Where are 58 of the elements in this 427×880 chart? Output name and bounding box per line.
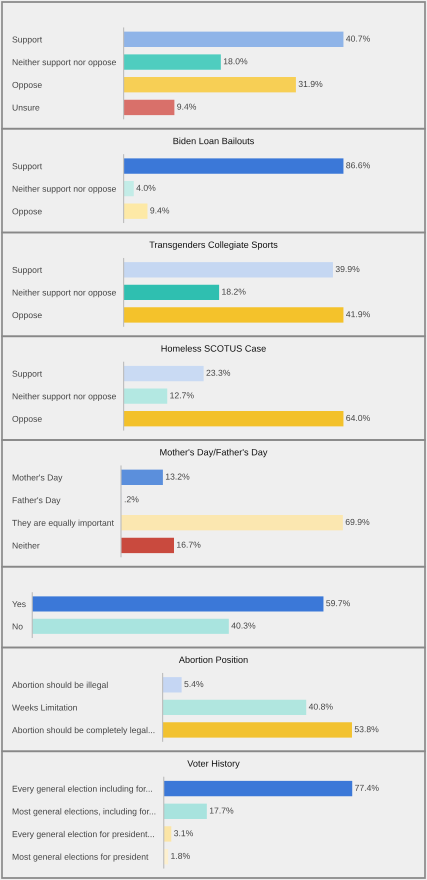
data-label: 5.4%: [184, 681, 204, 688]
data-label: 13.2%: [166, 474, 190, 480]
y-tick-label: Neither support nor oppose: [12, 186, 116, 194]
y-tick-label: Neither support nor oppose: [12, 289, 116, 298]
y-tick-label: Most general elections for president: [12, 854, 148, 862]
y-tick-label: Father's Day: [12, 496, 61, 505]
y-tick-label: Unsure: [12, 104, 40, 111]
y-tick-label: Support: [12, 266, 42, 275]
y-tick-label: Most general elections, including for...: [12, 808, 156, 816]
data-label: 69.9%: [346, 518, 370, 526]
y-tick-label: Oppose: [12, 416, 42, 424]
data-label: 86.6%: [346, 162, 370, 168]
data-label: 40.7%: [346, 36, 370, 42]
data-label: 59.7%: [326, 600, 350, 606]
y-tick-label: Support: [12, 163, 42, 171]
y-tick-label: Oppose: [12, 312, 42, 320]
data-label: 23.3%: [206, 370, 230, 376]
chart-title: Mother's Day/Father's Day: [160, 448, 268, 458]
chart-title: Homeless SCOTUS Case: [162, 344, 266, 352]
data-label: 9.4%: [150, 207, 170, 214]
data-label: 40.3%: [231, 622, 256, 629]
y-tick-label: Every general election for president...: [12, 830, 154, 839]
y-tick-label: They are equally important: [12, 520, 114, 528]
chart-title: Abortion Position: [178, 656, 248, 663]
y-tick-label: Support: [12, 36, 42, 44]
y-tick-label: Abortion should be completely legal...: [12, 726, 154, 735]
data-label: 64.0%: [346, 414, 370, 422]
y-tick-label: Oppose: [12, 208, 42, 216]
y-tick-label: Mother's Day: [12, 474, 62, 482]
y-tick-label: Abortion should be illegal: [12, 682, 108, 690]
y-tick-label: Neither support nor oppose: [12, 393, 116, 402]
data-label: 40.8%: [308, 704, 333, 710]
data-label: 31.9%: [298, 80, 322, 88]
chart-title: Voter History: [187, 760, 240, 769]
data-label: .2%: [124, 496, 139, 502]
data-label: 12.7%: [170, 392, 194, 398]
y-tick-label: Neither support nor oppose: [12, 58, 116, 67]
data-label: 18.2%: [222, 288, 246, 295]
data-label: 41.9%: [346, 311, 370, 318]
data-label: 1.8%: [171, 852, 190, 859]
y-tick-label: No: [12, 624, 23, 630]
data-label: 18.0%: [224, 58, 248, 64]
y-tick-label: Oppose: [12, 82, 42, 90]
data-label: 9.4%: [177, 104, 196, 110]
data-label: 77.4%: [355, 784, 379, 791]
data-label: 3.1%: [174, 830, 194, 836]
y-tick-label: Weeks Limitation: [12, 704, 77, 711]
y-tick-label: Every general election including for...: [12, 785, 152, 794]
data-label: 4.0%: [136, 184, 156, 191]
data-label: 39.9%: [336, 266, 360, 272]
chart-title: Transgenders Collegiate Sports: [149, 241, 278, 250]
y-tick-label: Yes: [12, 601, 26, 608]
chart-title: Biden Loan Bailouts: [173, 137, 254, 144]
data-label: 16.7%: [177, 542, 201, 548]
data-label: 17.7%: [210, 808, 234, 814]
y-tick-label: Support: [12, 370, 42, 378]
data-label: 53.8%: [354, 726, 378, 732]
y-tick-label: Neither: [12, 542, 40, 549]
